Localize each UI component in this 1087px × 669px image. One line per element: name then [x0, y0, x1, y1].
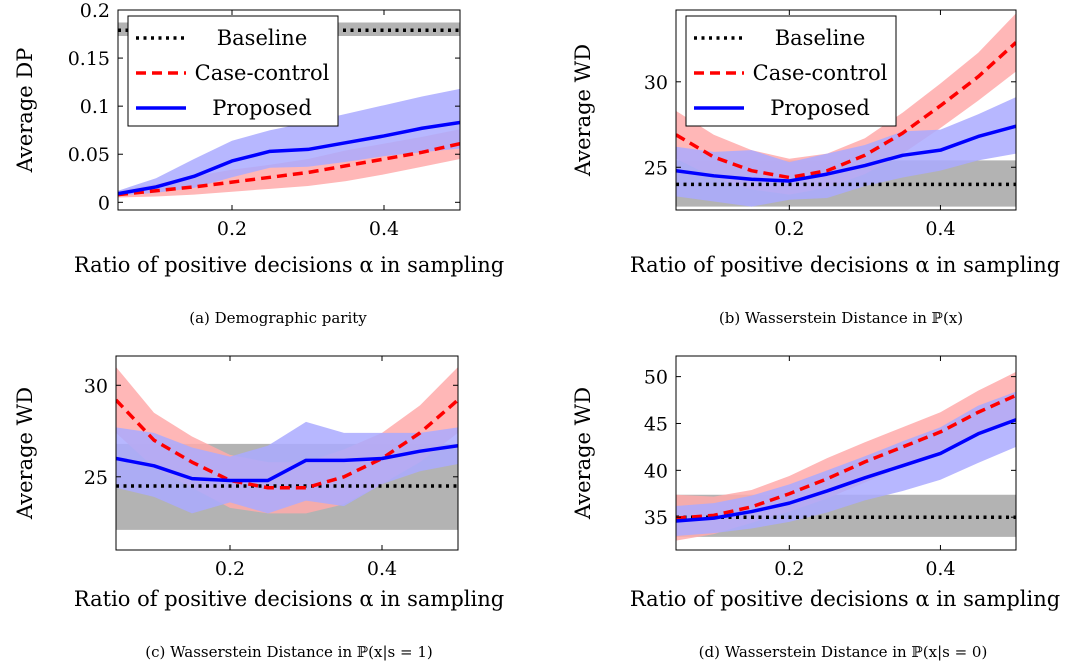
band-proposed: [116, 421, 458, 514]
chart-panel-0: 0.2 0.4 0 0.05 0.1 0.15 0.2 Ratio of positive d…: [13, 0, 504, 327]
y-axis-label: Average WD: [13, 387, 37, 520]
plot-frame: [675, 355, 1017, 551]
y-tick-label: 50: [644, 367, 668, 389]
y-tick-label: 0.1: [80, 96, 110, 118]
y-tick-label: 30: [644, 72, 668, 94]
x-axis-label: Ratio of positive decisions α in samplin…: [630, 253, 1060, 277]
plot-area: [116, 366, 458, 530]
plot-frame: [675, 9, 1017, 211]
y-tick-label: 35: [644, 507, 668, 529]
legend: Baseline Case-control Proposed: [685, 15, 897, 127]
legend-label-proposed: Proposed: [212, 96, 312, 120]
line-proposed: [676, 418, 1016, 523]
x-axis-label: Ratio of positive decisions α in samplin…: [74, 587, 504, 611]
y-axis-label: Average DP: [13, 48, 37, 174]
line-proposed: [118, 120, 460, 196]
x-tick-label: 0.2: [774, 558, 804, 580]
x-tick-label: 0.2: [774, 218, 804, 240]
legend: Baseline Case-control Proposed: [127, 15, 339, 127]
x-axis-label: Ratio of positive decisions α in samplin…: [74, 253, 504, 277]
line-proposed: [116, 443, 458, 483]
legend-label-baseline: Baseline: [775, 26, 866, 50]
plot-frame: [117, 9, 461, 211]
chart-panel-1: 0.2 0.4 25 30 Ratio of positive decisions α …: [571, 9, 1060, 327]
legend-label-case-control: Case-control: [753, 61, 888, 85]
y-tick-label: 45: [644, 413, 668, 435]
chart-panel-2: 0.2 0.4 25 30 Ratio of positive decisions α …: [13, 355, 504, 661]
y-tick-label: 40: [644, 460, 668, 482]
y-tick-label: 0: [98, 192, 110, 214]
x-tick-label: 0.2: [215, 558, 245, 580]
plot-area: [676, 371, 1016, 541]
line-case-control: [676, 41, 1016, 180]
x-tick-label: 0.4: [925, 558, 955, 580]
panel-caption: (a) Demographic parity: [189, 309, 367, 327]
line-proposed: [676, 124, 1016, 183]
x-tick-label: 0.4: [367, 558, 397, 580]
legend-label-case-control: Case-control: [195, 61, 330, 85]
plot-area: [676, 13, 1016, 207]
line-case-control: [118, 141, 460, 197]
panel-caption: (b) Wasserstein Distance in ℙ(x): [719, 309, 963, 327]
x-tick-label: 0.2: [217, 218, 247, 240]
y-tick-label: 0.2: [80, 0, 110, 22]
x-tick-label: 0.4: [369, 218, 399, 240]
y-tick-label: 30: [84, 375, 108, 397]
line-case-control: [116, 398, 458, 490]
band-proposed: [118, 88, 460, 196]
y-axis-label: Average WD: [571, 387, 595, 520]
panel-caption: (d) Wasserstein Distance in ℙ(x|s = 0): [699, 643, 988, 661]
plot-frame: [115, 355, 459, 551]
x-tick-label: 0.4: [925, 218, 955, 240]
line-case-control: [676, 393, 1016, 520]
y-tick-label: 0.15: [68, 48, 110, 70]
panel-caption: (c) Wasserstein Distance in ℙ(x|s = 1): [145, 643, 432, 661]
y-tick-label: 0.05: [68, 144, 110, 166]
y-tick-label: 25: [644, 157, 668, 179]
legend-label-proposed: Proposed: [770, 96, 870, 120]
y-tick-label: 25: [84, 467, 108, 489]
legend-label-baseline: Baseline: [217, 26, 308, 50]
y-axis-label: Average WD: [571, 44, 595, 177]
x-axis-label: Ratio of positive decisions α in samplin…: [630, 587, 1060, 611]
band-proposed: [676, 391, 1016, 536]
chart-panel-3: 0.2 0.4 35 40 45 50 Ratio of positive decision…: [571, 355, 1060, 661]
